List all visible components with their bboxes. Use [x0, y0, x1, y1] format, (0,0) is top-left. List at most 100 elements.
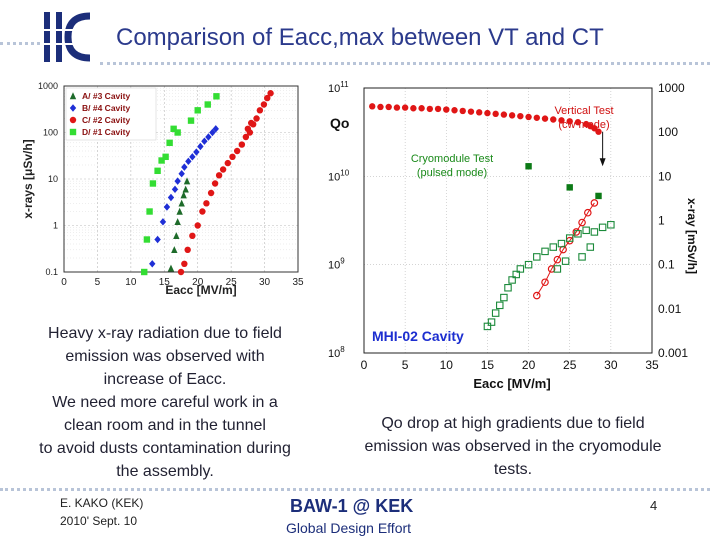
ilc-logo	[42, 12, 98, 62]
data-point	[385, 103, 392, 111]
data-point	[598, 223, 607, 232]
drop-arrowhead	[599, 158, 606, 167]
data-point	[496, 301, 504, 310]
data-point	[146, 208, 153, 215]
data-point	[267, 90, 274, 97]
data-point	[173, 232, 180, 240]
data-point	[166, 139, 173, 147]
header-divider-left	[0, 42, 40, 45]
data-point	[426, 105, 434, 113]
data-point	[170, 125, 177, 133]
x-tick-label: 0	[61, 277, 67, 288]
x-tick-label: 20	[192, 277, 204, 288]
data-point	[181, 260, 188, 268]
data-point	[512, 270, 520, 279]
data-point	[578, 218, 586, 227]
y2-tick-label: 0.1	[658, 258, 675, 272]
data-point	[141, 268, 148, 276]
data-point	[203, 200, 210, 207]
data-point	[547, 265, 556, 273]
x-tick-label: 10	[125, 277, 137, 288]
y2-tick-label: 10	[658, 169, 672, 183]
data-point	[492, 110, 499, 118]
data-point	[533, 291, 541, 300]
data-point	[574, 230, 582, 238]
data-point	[194, 107, 201, 114]
x-axis-label: Eacc [MV/m]	[165, 283, 236, 297]
data-point	[401, 104, 409, 111]
data-point	[517, 112, 524, 120]
y2-tick-label: 1000	[658, 81, 685, 95]
data-point	[183, 177, 191, 185]
data-point	[595, 192, 602, 200]
data-point	[572, 228, 581, 236]
data-point	[553, 255, 562, 264]
data-point	[557, 239, 566, 248]
x-axis-label: Eacc [MV/m]	[473, 376, 550, 391]
header-divider	[100, 62, 710, 65]
data-point	[582, 226, 590, 235]
data-point	[219, 166, 227, 173]
legend-label: A/ #3 Cavity	[82, 91, 130, 101]
legend-marker	[69, 104, 77, 112]
data-point	[174, 218, 181, 226]
left-note-line: We need more careful work in a	[52, 394, 278, 411]
x-tick-label: 30	[604, 358, 618, 372]
data-point	[176, 207, 183, 215]
data-point	[578, 253, 586, 261]
data-point	[541, 247, 549, 256]
data-point	[174, 177, 181, 185]
x-tick-label: 30	[259, 277, 271, 288]
cavity-label: MHI-02 Cavity	[372, 328, 464, 344]
x-tick-label: 5	[95, 277, 101, 288]
data-point	[233, 147, 241, 155]
y2-tick-label: 1	[658, 214, 665, 228]
data-point	[211, 180, 219, 187]
y-tick-label: 1000	[38, 81, 58, 91]
data-point	[541, 115, 549, 122]
data-point	[187, 117, 195, 124]
left-note-line: emission was observed with	[65, 348, 265, 365]
left-note-line: to avoid dusts contamination during	[39, 440, 291, 457]
right-note-line: emission was observed in the cryomodule	[364, 438, 662, 455]
data-point	[238, 141, 246, 148]
qo-chart: 0 5 10 15 20 25 30 35 108 109 1010 1011 0.001 0.01 0.1…	[322, 78, 702, 396]
y2-tick-label: 0.001	[658, 346, 688, 360]
right-note-line: Qo drop at high gradients due to field	[381, 415, 645, 432]
y-tick-label: 109	[328, 257, 345, 272]
left-note-line: clean room and in the tunnel	[64, 417, 266, 434]
data-point	[525, 113, 532, 121]
footer-date: 2010' Sept. 10	[60, 514, 138, 528]
data-point	[199, 208, 206, 215]
y-tick-label: 1010	[328, 168, 350, 183]
data-point	[248, 119, 255, 127]
data-point	[154, 235, 161, 244]
data-point	[566, 118, 573, 125]
data-point	[550, 116, 557, 123]
data-point	[154, 167, 161, 175]
data-point	[369, 103, 376, 110]
data-point	[244, 125, 252, 133]
data-point	[189, 232, 196, 240]
xray-chart: 0.1 1 10 100 1000 0 5 10 15 20 25 30 35 Eacc [MV/m] x-…	[18, 80, 314, 298]
x-tick-label: 20	[522, 358, 536, 372]
data-point	[256, 107, 264, 114]
data-point	[459, 107, 466, 115]
data-point	[590, 199, 599, 207]
data-point	[508, 276, 516, 284]
x-tick-label: 35	[645, 358, 659, 372]
data-point	[418, 105, 425, 112]
x-tick-label: 35	[292, 277, 304, 288]
data-point	[553, 265, 562, 273]
footer-divider	[0, 488, 710, 491]
y-tick-label: 1011	[328, 80, 349, 95]
data-point	[174, 129, 181, 136]
data-point	[491, 309, 500, 317]
data-point	[607, 221, 615, 229]
y-tick-label: 0.1	[45, 267, 58, 277]
x-tick-label: 25	[563, 358, 577, 372]
x-tick-label: 5	[402, 358, 409, 372]
footer-event: BAW-1 @ KEK	[290, 496, 414, 516]
left-note-line: the assembly.	[116, 463, 214, 480]
data-point	[204, 101, 211, 108]
